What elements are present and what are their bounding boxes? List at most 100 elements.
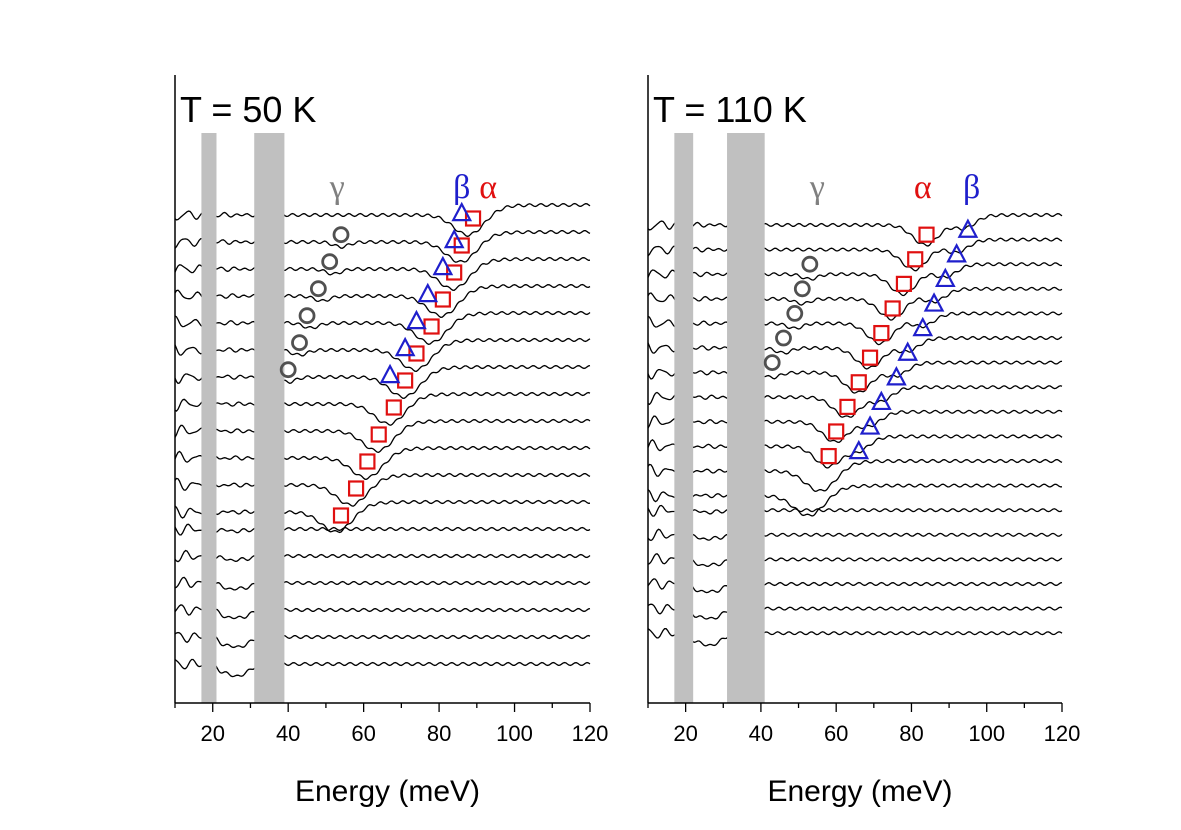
spectrum-5 (174, 310, 591, 345)
spectrum-1 (647, 212, 1063, 247)
spectrum-6 (174, 337, 591, 372)
alpha-marker (820, 447, 837, 465)
beta-marker (871, 390, 892, 411)
beta-marker (406, 309, 427, 330)
alpha-marker (895, 275, 913, 292)
alpha-marker (397, 372, 414, 389)
spectrum-16 (647, 578, 1063, 594)
spectrum-10 (174, 445, 591, 480)
spectrum-9 (174, 418, 591, 453)
alpha-marker (347, 480, 365, 497)
alpha-marker (423, 318, 440, 335)
spectrum-17 (647, 603, 1063, 620)
x-tick-label: 120 (572, 721, 609, 746)
x-axis-title: Energy (meV) (767, 775, 952, 808)
beta-marker (451, 201, 473, 222)
beta-marker (417, 282, 439, 303)
x-tick-label: 40 (749, 721, 773, 746)
spectrum-12 (174, 499, 591, 534)
alpha-marker (446, 264, 463, 281)
spectrum-2 (647, 237, 1063, 272)
spectrum-14 (174, 549, 591, 563)
gamma-marker (763, 354, 781, 372)
alpha-marker (464, 210, 482, 227)
beta-marker (443, 228, 465, 249)
beta-marker (934, 267, 956, 288)
x-tick-label: 40 (276, 721, 300, 746)
mode-label: α (914, 169, 932, 206)
spectrum-14 (647, 528, 1063, 542)
gamma-marker (298, 307, 316, 325)
x-tick-label: 100 (968, 721, 1005, 746)
gamma-marker (309, 280, 327, 298)
alpha-marker (408, 345, 425, 362)
alpha-marker (332, 507, 350, 524)
alpha-marker (918, 226, 935, 243)
beta-marker (946, 243, 967, 263)
panel-title: T = 50 K (180, 89, 316, 130)
gamma-marker (793, 280, 811, 298)
excluded-band-2 (727, 133, 765, 703)
beta-marker (859, 415, 881, 435)
spectrum-8 (174, 391, 591, 426)
alpha-marker (453, 237, 470, 254)
spectrum-16 (174, 604, 591, 620)
beta-marker (394, 336, 416, 357)
gamma-marker (321, 253, 339, 271)
x-tick-label: 80 (899, 721, 923, 746)
spectrum-11 (647, 458, 1063, 492)
alpha-marker (359, 453, 376, 470)
spectrum-17 (174, 631, 591, 649)
x-tick-label: 60 (824, 721, 848, 746)
mode-label: γ (329, 169, 345, 206)
spectrum-3 (647, 262, 1063, 297)
x-tick-label: 20 (673, 721, 697, 746)
alpha-marker (839, 398, 856, 415)
gamma-marker (291, 334, 308, 352)
excluded-band-2 (254, 133, 285, 703)
spectrum-5 (647, 311, 1063, 346)
alpha-marker (850, 374, 867, 391)
alpha-marker (907, 251, 924, 268)
mode-label: β (453, 169, 470, 206)
beta-marker (897, 341, 919, 361)
spectrum-7 (174, 364, 591, 399)
beta-marker (923, 292, 945, 312)
spectrum-13 (174, 523, 591, 536)
panel-title: T = 110 K (653, 89, 807, 130)
spectrum-15 (647, 553, 1063, 567)
spectrum-11 (174, 472, 591, 507)
alpha-marker (873, 324, 890, 342)
beta-marker (957, 218, 979, 238)
alpha-marker (370, 426, 387, 443)
beta-marker (848, 439, 870, 460)
beta-marker (432, 255, 454, 276)
beta-marker (379, 363, 401, 384)
mode-label: γ (809, 169, 825, 206)
gamma-marker (786, 304, 804, 322)
gamma-marker (775, 329, 792, 347)
spectrum-18 (174, 658, 591, 678)
spectrum-2 (174, 229, 591, 263)
gamma-marker (801, 255, 819, 273)
mode-label: β (963, 169, 980, 206)
panel-1: 20 40 60 80 100 120 Energy (meV) T = 50 K γ β α (174, 75, 609, 808)
x-tick-label: 100 (496, 721, 533, 746)
x-tick-label: 60 (351, 721, 375, 746)
x-tick-label: 120 (1044, 721, 1081, 746)
gamma-marker (279, 361, 297, 379)
spectrum-15 (174, 576, 591, 591)
spectrum-9 (647, 409, 1063, 443)
spectrum-6 (647, 335, 1063, 370)
spectrum-10 (647, 434, 1063, 469)
beta-marker (912, 316, 934, 337)
x-tick-label: 80 (427, 721, 451, 746)
alpha-marker (828, 423, 845, 440)
spectrum-7 (647, 360, 1063, 394)
alpha-marker (861, 349, 879, 366)
spectrum-4 (647, 286, 1063, 321)
spectrum-3 (174, 256, 591, 291)
excluded-band-1 (201, 133, 217, 703)
